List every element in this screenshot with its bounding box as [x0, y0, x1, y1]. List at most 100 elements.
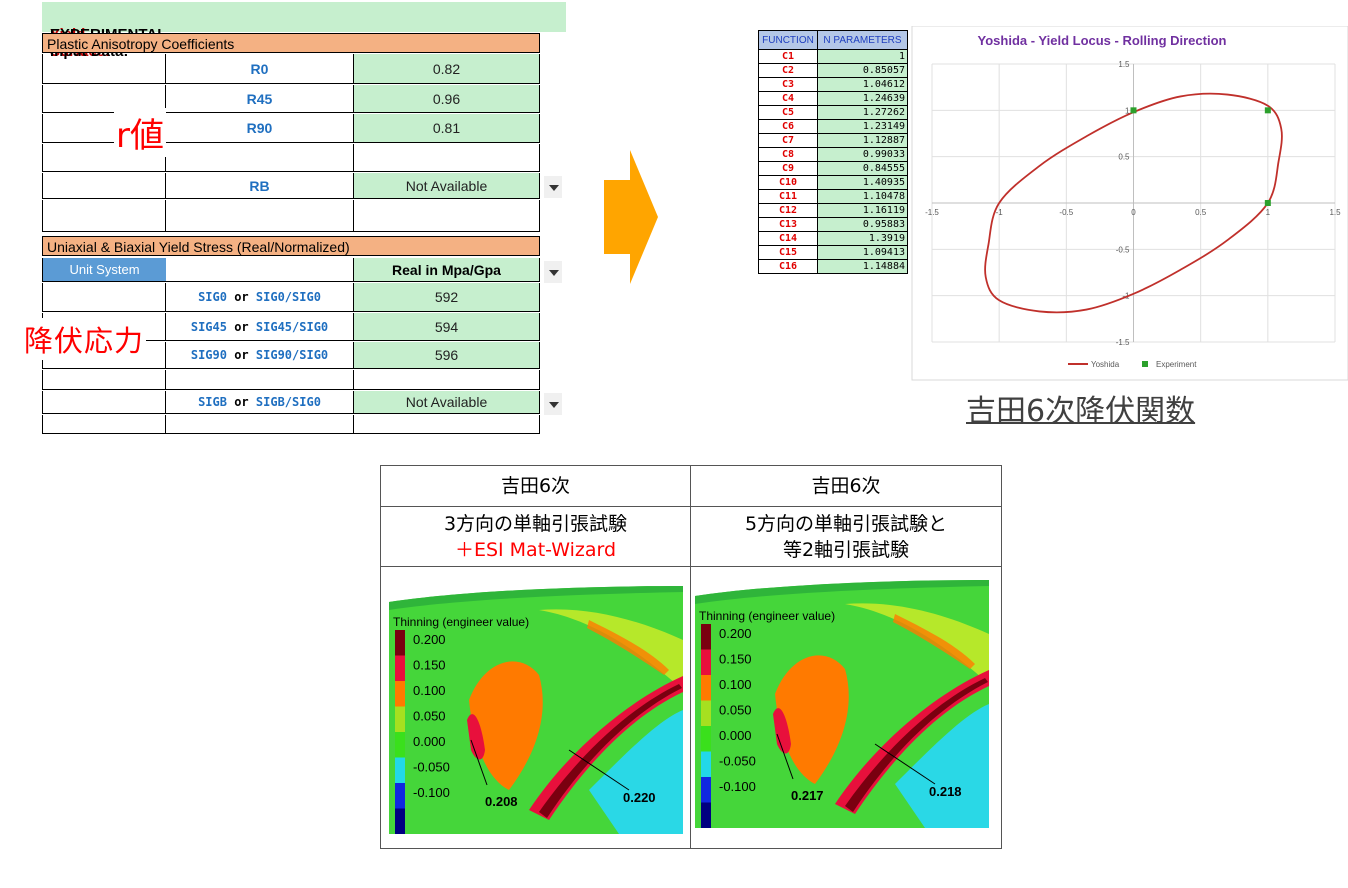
r45-value[interactable]: 0.96 [354, 85, 540, 112]
legend-color-swatch [701, 726, 711, 752]
legend-color-swatch [395, 732, 405, 758]
sig0-normalized-label: SIG0/SIG0 [255, 290, 321, 304]
unit-dropdown-button[interactable] [544, 261, 562, 283]
parameter-name: C12 [758, 203, 818, 218]
parameter-value[interactable]: 1.14884 [817, 259, 908, 274]
legend-color-swatch [701, 751, 711, 778]
column-header: 吉田6次 [381, 466, 690, 507]
sigb-dropdown-button[interactable] [544, 393, 562, 415]
parameter-row: C7 1.12887 [758, 133, 908, 148]
parameter-value[interactable]: 1.3919 [817, 231, 908, 246]
sig0-value[interactable]: 592 [354, 283, 540, 311]
chart-legend: Yoshida Experiment [1068, 360, 1197, 369]
parameter-name: C2 [758, 63, 818, 78]
parameter-value[interactable]: 1.23149 [817, 119, 908, 134]
sig-row-spacer [42, 415, 540, 434]
x-tick-label: 0.5 [1195, 208, 1207, 217]
legend-value: -0.050 [719, 754, 756, 769]
legend-value: 0.150 [719, 652, 752, 667]
thinning-contour-image: Thinning (engineer value) 0.200 0.150 0.100… [389, 580, 683, 834]
column-condition: 3方向の単軸引張試験 ＋ESI Mat-Wizard [381, 506, 690, 567]
rb-dropdown-button[interactable] [544, 176, 562, 198]
parameter-value[interactable]: 1.16119 [817, 203, 908, 218]
parameter-value[interactable]: 1.04612 [817, 77, 908, 92]
sig45-value[interactable]: 594 [354, 313, 540, 340]
callout-value-b: 0.220 [623, 790, 656, 805]
parameter-row: C16 1.14884 [758, 259, 908, 274]
legend-value: 0.050 [719, 703, 752, 718]
parameter-name: C5 [758, 105, 818, 120]
rb-value[interactable]: Not Available [354, 173, 540, 198]
parameter-value[interactable]: 0.95883 [817, 217, 908, 232]
chart-ticks: -1.5 -1 -0.5 0 0.5 1 1.51.510.5-0.5-1-1.5 [925, 60, 1341, 347]
flange-region [895, 704, 989, 828]
r90-value[interactable]: 0.81 [354, 114, 540, 142]
parameter-row: C10 1.40935 [758, 175, 908, 190]
parameter-name: C4 [758, 91, 818, 106]
parameter-value[interactable]: 1.24639 [817, 91, 908, 106]
unit-system-value[interactable]: Real in Mpa/Gpa [354, 258, 540, 281]
series-line-yoshida [984, 92, 1283, 314]
column-condition: 5方向の単軸引張試験と 等2軸引張試験 [691, 506, 1001, 567]
parameter-value[interactable]: 1.09413 [817, 245, 908, 260]
r0-value[interactable]: 0.82 [354, 54, 540, 83]
legend-color-swatch [395, 681, 405, 707]
parameter-row: C3 1.04612 [758, 77, 908, 92]
parameter-value[interactable]: 0.99033 [817, 147, 908, 162]
parameter-row: C13 0.95883 [758, 217, 908, 232]
or-word: or [234, 348, 249, 362]
r45-label: R45 [166, 85, 354, 112]
legend-color-swatch [701, 802, 711, 828]
parameter-value[interactable]: 0.84555 [817, 161, 908, 176]
thinning-contour-image: Thinning (engineer value) 0.200 0.150 0.100… [695, 574, 989, 828]
parameter-name: C3 [758, 77, 818, 92]
chart-title: Yoshida - Yield Locus - Rolling Directio… [978, 33, 1227, 48]
legend-color-swatch [701, 624, 711, 650]
callout-value-a: 0.217 [791, 788, 824, 803]
legend-color-swatch [701, 675, 711, 701]
chart-caption: 吉田6次降伏関数 [966, 394, 1196, 429]
sig0-row: SIG0 or SIG0/SIG0 592 [42, 283, 540, 312]
parameter-value[interactable]: 1.40935 [817, 175, 908, 190]
section-yield-stress-header: Uniaxial & Biaxial Yield Stress (Real/No… [42, 236, 540, 256]
sigb-row: SIGB or SIGB/SIG0 Not Available [42, 391, 540, 414]
r-row-45: R45 0.96 [42, 85, 540, 113]
parameter-name: C14 [758, 231, 818, 246]
sigb-value[interactable]: Not Available [354, 391, 540, 413]
legend-label-yoshida: Yoshida [1091, 360, 1120, 369]
parameter-value[interactable]: 0.85057 [817, 63, 908, 78]
unit-system-row: Unit System Real in Mpa/Gpa [42, 258, 540, 282]
parameter-row: C5 1.27262 [758, 105, 908, 120]
r-row-empty [42, 144, 540, 172]
legend-value: 0.100 [719, 677, 752, 692]
parameter-value[interactable]: 1.27262 [817, 105, 908, 120]
y-tick-label: -0.5 [1116, 245, 1130, 254]
or-word: or [234, 290, 249, 304]
r-row-0: R0 0.82 [42, 54, 540, 84]
sig90-value[interactable]: 596 [354, 342, 540, 368]
yield-locus-chart: Yoshida - Yield Locus - Rolling Directio… [911, 26, 1348, 381]
parameter-value[interactable]: 1.12887 [817, 133, 908, 148]
x-tick-label: 1.5 [1329, 208, 1341, 217]
condition-line-1: 3方向の単軸引張試験 [443, 513, 628, 535]
y-tick-label: 1.5 [1118, 60, 1130, 69]
parameter-row: C9 0.84555 [758, 161, 908, 176]
parameter-row: C6 1.23149 [758, 119, 908, 134]
parameter-name: C10 [758, 175, 818, 190]
comparison-table: 吉田6次 3方向の単軸引張試験 ＋ESI Mat-Wizard Thinning… [380, 465, 1002, 849]
column-header: 吉田6次 [691, 466, 1001, 507]
parameter-value[interactable]: 1 [817, 49, 908, 64]
y-tick-label: -1.5 [1116, 338, 1130, 347]
chart-series [984, 92, 1283, 314]
comparison-column-right: 吉田6次 5方向の単軸引張試験と 等2軸引張試験 Thinning (engin… [691, 466, 1001, 848]
sig45-label: SIG45 [190, 320, 227, 334]
sig45-row: SIG45 or SIG45/SIG0 594 [42, 313, 540, 341]
x-tick-label: -0.5 [1059, 208, 1073, 217]
legend-value: -0.100 [719, 779, 756, 794]
legend-color-swatch [701, 777, 711, 803]
legend-value: 0.150 [413, 658, 446, 673]
r0-label: R0 [166, 54, 354, 83]
sig45-normalized-label: SIG45/SIG0 [255, 320, 329, 334]
parameter-value[interactable]: 1.10478 [817, 189, 908, 204]
experiment-point [1264, 200, 1271, 206]
